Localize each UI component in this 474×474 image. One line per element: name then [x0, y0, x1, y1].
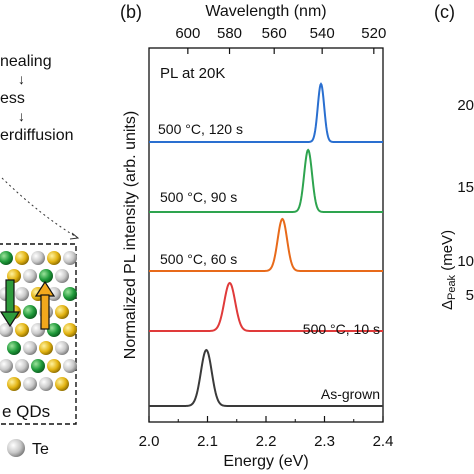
x-tick-label: 2.2 [256, 433, 277, 450]
atom [39, 341, 53, 355]
atom [63, 287, 77, 301]
atom [23, 269, 37, 283]
flow-line-annealing: nealing [0, 53, 52, 70]
spectrum-line-3 [149, 148, 383, 213]
spectrum-line-4 [149, 82, 383, 143]
x2-tick-label: 540 [310, 25, 335, 42]
plot-area-frame [148, 47, 384, 423]
atom [31, 359, 45, 373]
x-tick-label: 2.0 [139, 433, 160, 450]
qd-inset-box [0, 243, 77, 425]
atom [15, 287, 29, 301]
qd-label: e QDs [2, 402, 50, 421]
atom [0, 359, 13, 373]
flow-arrow-1: ↓ [18, 71, 25, 87]
dotted-connector [1, 177, 79, 239]
x-tick-label: 2.3 [314, 433, 335, 450]
atom [39, 269, 53, 283]
atom [47, 323, 61, 337]
x2-tick-label: 600 [175, 25, 200, 42]
series-label-2: 500 °C, 60 s [160, 251, 237, 267]
atom [47, 251, 61, 265]
axis-ticks [148, 48, 384, 422]
right-tick-10: 10 [457, 253, 474, 270]
atom [55, 341, 69, 355]
annotation-pl-at-20k: PL at 20K [160, 65, 225, 82]
panel-label-c: (c) [434, 2, 455, 22]
spectrum-line-0 [149, 348, 383, 407]
chart-panel-b: (b) Wavelength (nm) 600 580 560 540 520 As-g… [120, 2, 393, 470]
right-y-axis-title: ΔPeak (meV) [439, 230, 458, 310]
top-tick-labels: 600 580 560 540 520 [175, 25, 386, 42]
atom [23, 341, 37, 355]
left-panel: nealing ↓ ess ↓ erdiffusion e QDs [0, 53, 80, 458]
flow-line-process: ess [0, 90, 25, 107]
atom [23, 377, 37, 391]
spectrum-line-2 [149, 217, 383, 272]
panel-label-b: (b) [120, 2, 142, 22]
pl-spectra [149, 82, 383, 407]
series-label-0: As-grown [321, 386, 380, 402]
atom [47, 359, 61, 373]
atom [31, 251, 45, 265]
atom [15, 359, 29, 373]
atom [15, 251, 29, 265]
x2-tick-label: 580 [217, 25, 242, 42]
legend-te-label: Te [32, 441, 49, 458]
x2-tick-label: 520 [361, 25, 386, 42]
green-arrow-icon [0, 279, 21, 328]
x-tick-label: 2.1 [197, 433, 218, 450]
right-tick-15: 15 [457, 179, 474, 196]
right-tick-20: 20 [457, 97, 474, 114]
te-atom-legend-icon [7, 439, 25, 457]
right-panel-c: (c) ΔPeak (meV) 20 15 10 5 [434, 2, 474, 310]
atom [7, 341, 21, 355]
right-tick-5: 5 [466, 287, 474, 304]
atom [63, 359, 77, 373]
x-axis-title: Energy (eV) [223, 453, 308, 470]
atom [63, 323, 77, 337]
atom [55, 305, 69, 319]
x-tick-label: 2.4 [373, 433, 394, 450]
orange-arrow-icon [34, 280, 56, 330]
series-label-1: 500 °C, 10 s [303, 321, 380, 337]
series-label-3: 500 °C, 90 s [160, 189, 237, 205]
atom [63, 251, 77, 265]
bottom-tick-labels: 2.0 2.1 2.2 2.3 2.4 [139, 433, 394, 450]
atom [55, 269, 69, 283]
x2-tick-label: 560 [262, 25, 287, 42]
atom [7, 377, 21, 391]
top-axis-title: Wavelength (nm) [205, 3, 326, 20]
connector-arrowhead-icon [69, 232, 80, 240]
series-labels: As-grown 500 °C, 10 s 500 °C, 60 s 500 °C, … [158, 121, 380, 402]
y-axis-title: Normalized PL intensity (arb. units) [122, 111, 139, 359]
atom [15, 323, 29, 337]
atom [55, 377, 69, 391]
atom [39, 377, 53, 391]
spectrum-line-1 [149, 281, 383, 332]
flow-line-interdiffusion: erdiffusion [0, 127, 74, 144]
atom [23, 305, 37, 319]
series-label-4: 500 °C, 120 s [158, 121, 243, 137]
flow-arrow-2: ↓ [18, 108, 25, 124]
atom [0, 251, 13, 265]
